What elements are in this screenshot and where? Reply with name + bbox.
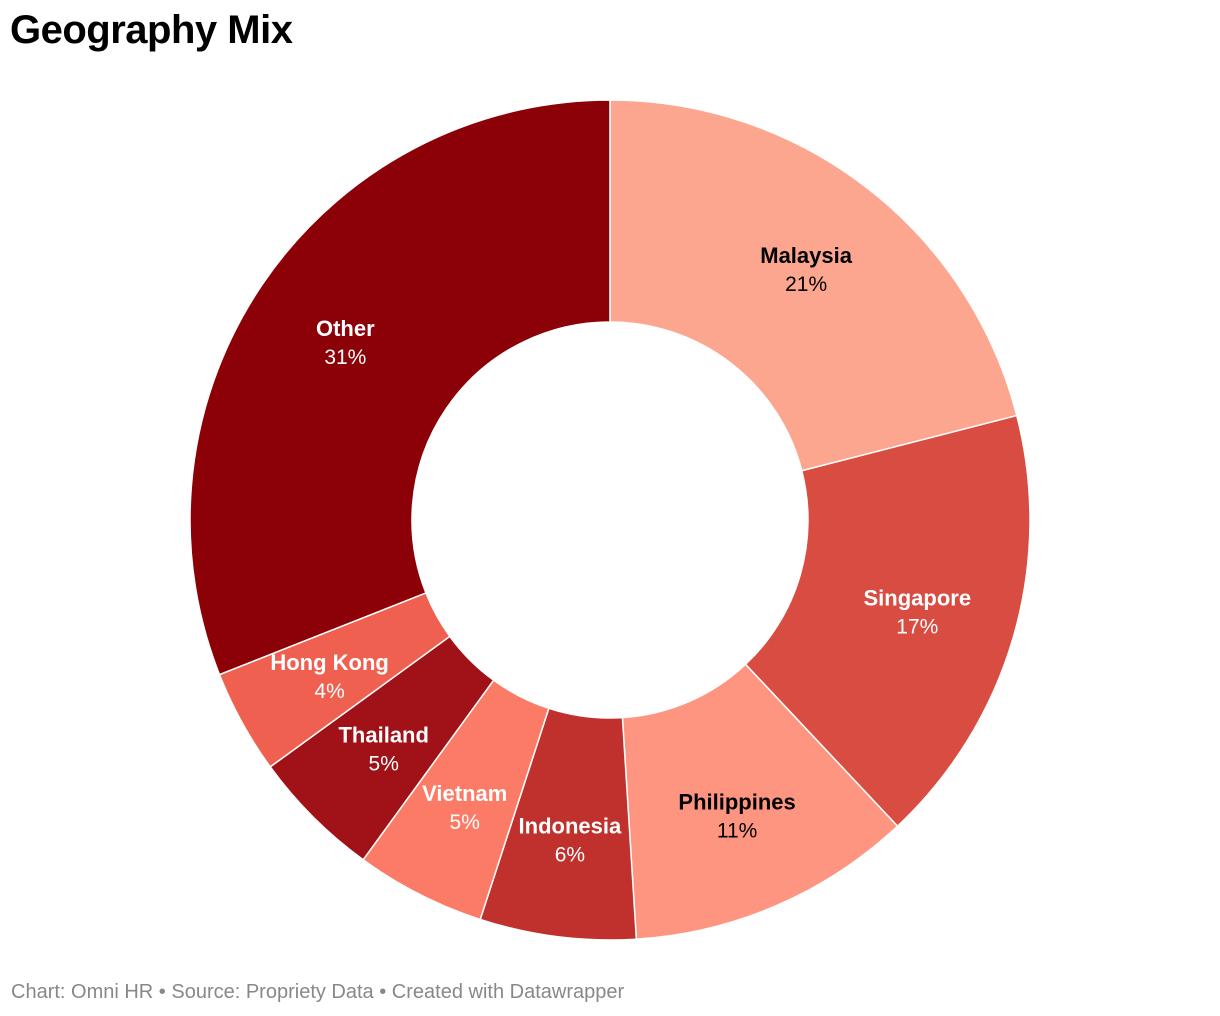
donut-slices	[189, 99, 1031, 941]
slice-label-other: Other	[316, 316, 375, 341]
chart-title: Geography Mix	[10, 8, 293, 52]
chart-footer: Chart: Omni HR • Source: Propriety Data …	[11, 981, 625, 1003]
slice-label-indonesia: Indonesia	[519, 813, 622, 838]
slice-malaysia	[609, 99, 1018, 472]
slice-singapore	[744, 414, 1031, 828]
slice-value-malaysia: 21%	[785, 273, 827, 296]
slice-label-philippines: Philippines	[678, 790, 795, 815]
slice-philippines	[621, 663, 899, 940]
slice-label-hong-kong: Hong Kong	[270, 650, 389, 675]
slice-value-hong-kong: 4%	[314, 680, 344, 703]
slice-value-other: 31%	[324, 346, 366, 369]
slice-label-malaysia: Malaysia	[760, 243, 852, 268]
slice-labels: Malaysia 21% Singapore 17% Philippines 11% Ind…	[270, 243, 971, 866]
slice-value-thailand: 5%	[369, 752, 399, 775]
slice-other	[189, 99, 611, 676]
slice-value-philippines: 11%	[717, 820, 757, 843]
slice-label-thailand: Thailand	[338, 722, 428, 747]
slice-value-indonesia: 6%	[555, 843, 585, 866]
slice-value-vietnam: 5%	[450, 811, 480, 834]
slice-label-singapore: Singapore	[864, 585, 972, 610]
slice-value-singapore: 17%	[896, 615, 938, 638]
slice-label-vietnam: Vietnam	[422, 781, 507, 806]
